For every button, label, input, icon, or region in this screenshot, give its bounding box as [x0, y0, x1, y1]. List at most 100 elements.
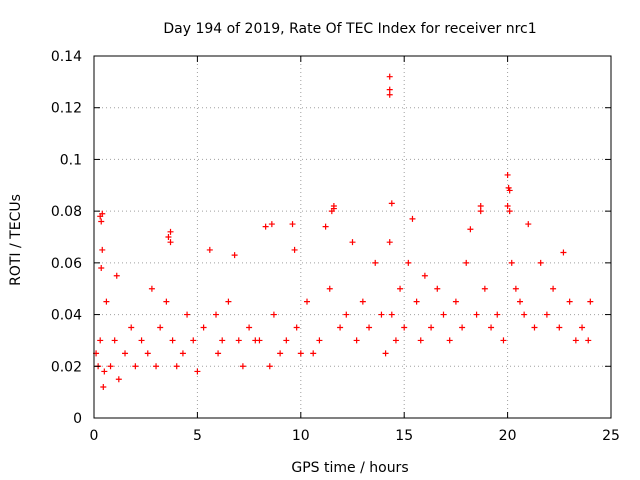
data-point	[169, 337, 176, 344]
data-point	[372, 259, 379, 266]
data-point	[473, 311, 480, 318]
data-point	[190, 337, 197, 344]
data-point	[99, 210, 106, 217]
data-points	[93, 73, 594, 390]
data-point	[388, 200, 395, 207]
data-point	[165, 234, 172, 240]
y-tick-label: 0.14	[51, 49, 82, 65]
data-point	[388, 311, 395, 318]
data-point	[200, 324, 207, 331]
data-point	[310, 350, 317, 357]
data-point	[231, 252, 238, 259]
data-point	[366, 324, 373, 331]
data-point	[421, 272, 428, 279]
data-point	[291, 246, 298, 253]
y-tick-label: 0.04	[51, 308, 82, 324]
data-point	[556, 324, 563, 331]
data-point	[359, 298, 366, 305]
data-point	[477, 208, 484, 215]
data-point	[326, 285, 333, 292]
data-point	[440, 311, 447, 318]
y-tick-label: 0	[73, 411, 82, 427]
data-point	[235, 337, 242, 344]
data-point	[97, 337, 104, 344]
data-point	[184, 311, 191, 318]
data-point	[504, 202, 511, 209]
y-tick-label: 0.06	[51, 256, 82, 272]
data-point	[494, 311, 501, 318]
data-point	[378, 311, 385, 318]
y-axis-label: ROTI / TECUs	[8, 194, 24, 286]
data-point	[512, 285, 519, 292]
data-point	[98, 218, 105, 225]
data-point	[405, 259, 412, 266]
y-tick-label: 0.1	[60, 152, 82, 168]
data-point	[132, 363, 139, 370]
data-point	[304, 298, 311, 305]
data-point	[219, 337, 226, 344]
data-point	[467, 226, 474, 233]
data-point	[179, 350, 186, 357]
data-point	[115, 376, 122, 383]
data-point	[386, 91, 393, 98]
data-point	[167, 239, 174, 246]
data-point	[452, 298, 459, 305]
data-point	[500, 337, 507, 344]
data-point	[386, 86, 393, 93]
data-point	[531, 324, 538, 331]
data-point	[566, 298, 573, 305]
chart-title: Day 194 of 2019, Rate Of TEC Index for r…	[163, 21, 536, 37]
data-point	[386, 73, 393, 80]
data-point	[382, 350, 389, 357]
data-point	[270, 311, 277, 318]
data-point	[506, 208, 513, 215]
data-point	[148, 285, 155, 292]
data-point	[550, 285, 557, 292]
data-point	[446, 337, 453, 344]
axis-ticks: 0 5 10 15 20 25 0 0.02 0.04 0.06 0.08 0.1 0.12 0.14	[51, 49, 620, 444]
data-point	[215, 350, 222, 357]
data-point	[268, 221, 275, 228]
data-point	[153, 363, 160, 370]
x-tick-label: 25	[602, 428, 620, 444]
data-point	[587, 298, 594, 305]
data-point	[517, 298, 524, 305]
data-point	[297, 350, 304, 357]
data-point	[488, 324, 495, 331]
data-point	[525, 221, 532, 228]
data-point	[225, 298, 232, 305]
data-point	[330, 205, 337, 212]
data-point	[157, 324, 164, 331]
data-point	[277, 350, 284, 357]
data-point	[99, 246, 106, 253]
data-point	[144, 350, 151, 357]
data-point	[481, 285, 488, 292]
data-point	[103, 298, 110, 305]
data-point	[293, 324, 300, 331]
data-point	[213, 311, 220, 318]
data-point	[413, 298, 420, 305]
data-point	[506, 187, 513, 194]
data-point	[463, 259, 470, 266]
x-tick-label: 20	[499, 428, 517, 444]
data-point	[266, 363, 273, 370]
data-point	[386, 239, 393, 246]
data-point	[283, 337, 290, 344]
data-point	[543, 311, 550, 318]
data-point	[107, 363, 114, 370]
data-point	[262, 223, 269, 230]
data-point	[194, 368, 201, 375]
data-point	[504, 171, 511, 178]
data-point	[428, 324, 435, 331]
data-point	[392, 337, 399, 344]
data-point	[353, 337, 360, 344]
data-point	[173, 363, 180, 370]
data-point	[397, 285, 404, 292]
data-point	[417, 337, 424, 344]
data-point	[560, 249, 567, 256]
data-point	[100, 383, 107, 390]
data-point	[289, 221, 296, 228]
data-point	[434, 285, 441, 292]
x-tick-label: 0	[90, 428, 99, 444]
